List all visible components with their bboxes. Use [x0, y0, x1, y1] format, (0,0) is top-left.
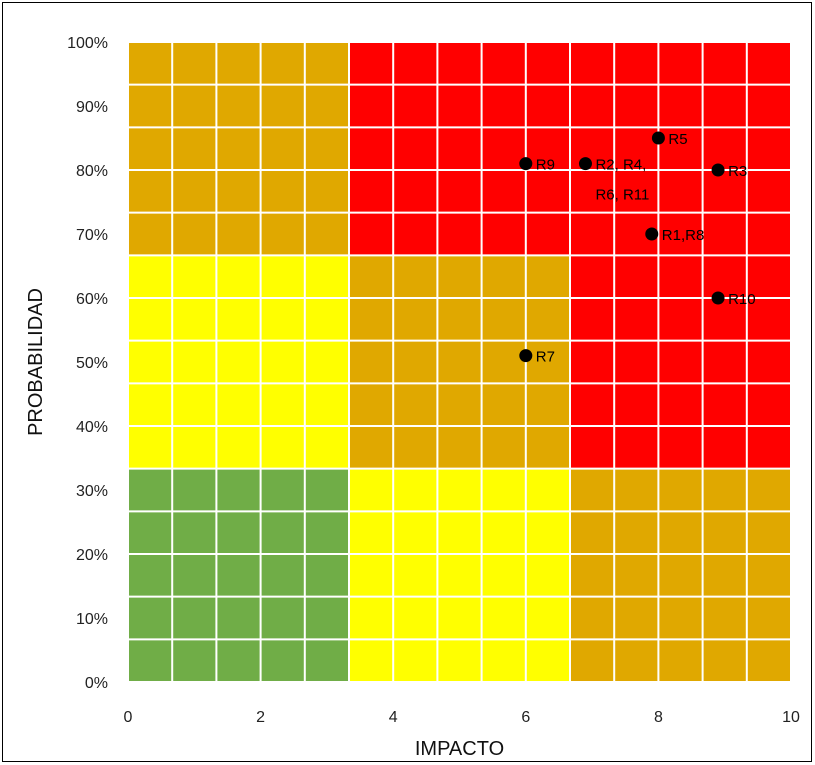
x-tick-label: 10	[782, 709, 800, 726]
y-tick-label: 100%	[67, 35, 108, 52]
data-point	[519, 157, 533, 171]
y-tick-label: 30%	[76, 483, 108, 500]
data-point-label: R10	[728, 291, 756, 308]
data-point-label: R1,R8	[662, 227, 705, 244]
zone-yellow	[128, 255, 349, 469]
x-tick-label: 4	[389, 709, 398, 726]
data-point	[645, 227, 659, 241]
y-tick-label: 80%	[76, 163, 108, 180]
y-tick-label: 90%	[76, 99, 108, 116]
y-tick-label: 0%	[85, 675, 108, 692]
x-tick-label: 8	[654, 709, 663, 726]
risk-zones	[128, 42, 791, 682]
y-tick-label: 10%	[76, 611, 108, 628]
data-point-labels: R5 R9 R2, R4, R6, R11 R3 R1,R8 R10 R7	[536, 131, 756, 366]
data-point	[651, 131, 665, 145]
zone-orange	[128, 42, 349, 256]
x-axis-title: IMPACTO	[415, 738, 504, 760]
data-point	[578, 157, 592, 171]
data-point-label: R2, R4,	[595, 157, 646, 174]
zone-orange	[570, 468, 791, 682]
y-tick-label: 40%	[76, 419, 108, 436]
x-tick-label: 6	[521, 709, 530, 726]
y-axis-title: PROBABILIDAD	[25, 288, 47, 436]
data-point-label: R3	[728, 163, 747, 180]
data-point-label: R5	[668, 131, 687, 148]
zone-red	[570, 255, 791, 469]
zone-green	[128, 468, 349, 682]
data-point-label: R9	[536, 157, 555, 174]
grid-lines	[127, 41, 792, 683]
x-axis-ticks: 0 2 4 6 8 10	[124, 709, 800, 726]
x-tick-label: 2	[256, 709, 265, 726]
data-point-label: R7	[536, 349, 555, 366]
y-axis-ticks: 0% 10% 20% 30% 40% 50% 60% 70% 80% 90% 100%	[67, 35, 108, 692]
data-points	[519, 131, 725, 363]
y-tick-label: 70%	[76, 227, 108, 244]
y-tick-label: 20%	[76, 547, 108, 564]
y-tick-label: 50%	[76, 355, 108, 372]
data-point	[519, 349, 533, 363]
zone-yellow	[348, 468, 571, 682]
zone-red	[570, 42, 791, 256]
data-point	[711, 291, 725, 305]
y-tick-label: 60%	[76, 291, 108, 308]
zone-orange	[348, 255, 571, 469]
data-point-label: R6, R11	[595, 187, 649, 204]
x-tick-label: 0	[124, 709, 133, 726]
zone-red	[348, 42, 571, 256]
data-point	[711, 163, 725, 177]
